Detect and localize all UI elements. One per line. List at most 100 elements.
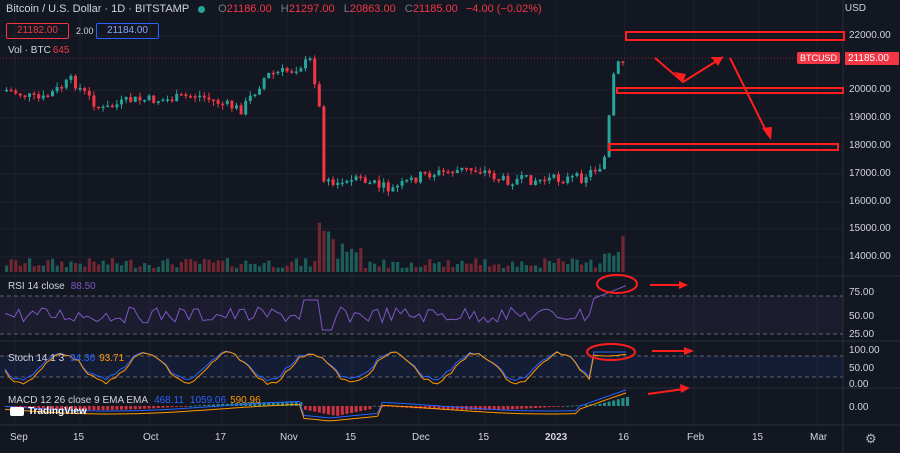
candle-body xyxy=(359,176,363,178)
volume-bar xyxy=(368,261,372,272)
candle-body xyxy=(101,106,105,109)
candle-body xyxy=(83,87,87,91)
macd-histogram-bar xyxy=(202,405,206,406)
macd-histogram-bar xyxy=(28,406,31,408)
candle-body xyxy=(607,115,611,157)
volume-bar xyxy=(18,265,22,272)
macd-histogram-bar xyxy=(354,406,358,413)
candle-body xyxy=(276,71,280,74)
time-tick: Oct xyxy=(143,432,159,443)
volume-bar xyxy=(400,267,404,272)
macd-histogram-bar xyxy=(161,406,165,408)
candle-body xyxy=(285,68,289,72)
volume-bar xyxy=(193,261,197,272)
rsi-value: 88.50 xyxy=(70,281,96,292)
candle-body xyxy=(593,169,597,172)
chart-header: Bitcoin / U.S. Dollar · 1D · BITSTAMP O2… xyxy=(6,3,542,15)
volume-bar xyxy=(202,258,206,272)
volume-bar xyxy=(322,230,326,272)
volume-bar xyxy=(524,265,528,272)
macd-hist-value: 590.96 xyxy=(230,395,261,406)
macd-histogram-bar xyxy=(124,406,128,410)
volume-legend[interactable]: Vol · BTC 645 xyxy=(8,45,70,56)
volume-bar xyxy=(9,259,13,272)
macd-histogram-bar xyxy=(552,406,556,407)
macd-histogram-bar xyxy=(267,402,271,406)
volume-bar xyxy=(156,266,160,272)
stoch-highlight-circle xyxy=(586,343,636,361)
time-tick: 17 xyxy=(215,432,227,443)
macd-histogram-bar xyxy=(115,406,119,410)
macd-histogram-bar xyxy=(336,406,340,416)
candle-body xyxy=(281,68,284,72)
candle-body xyxy=(230,100,234,109)
macd-histogram-bar xyxy=(294,402,298,406)
symbol-title[interactable]: Bitcoin / U.S. Dollar · 1D · BITSTAMP xyxy=(6,3,189,15)
macd-histogram-bar xyxy=(391,406,395,407)
volume-bar xyxy=(557,258,561,272)
gear-icon[interactable]: ⚙ xyxy=(865,431,877,446)
macd-histogram-bar xyxy=(511,406,514,410)
spread-value: 2.00 xyxy=(76,26,94,36)
macd-histogram-bar xyxy=(133,406,137,410)
volume-bar xyxy=(101,260,105,272)
macd-histogram-bar xyxy=(340,406,344,415)
macd-histogram-bar xyxy=(561,406,565,407)
candle-body xyxy=(41,95,45,99)
volume-bar xyxy=(64,267,68,272)
stoch-legend[interactable]: Stoch 14 1 3 94.36 93.71 xyxy=(8,353,125,364)
volume-bar xyxy=(221,260,225,272)
volume-bar xyxy=(566,264,570,272)
candle-body xyxy=(92,95,96,107)
volume-bar xyxy=(248,264,252,272)
volume-bar xyxy=(515,266,519,272)
sell-button[interactable]: 21182.00 xyxy=(6,23,69,39)
candle-body xyxy=(589,169,593,178)
candle-body xyxy=(23,95,27,98)
last-price-tag: 21185.00 xyxy=(845,52,899,65)
candle-body xyxy=(244,100,248,115)
candle-body xyxy=(166,99,169,101)
candle-body xyxy=(212,99,215,102)
macd-histogram-bar xyxy=(497,406,501,410)
candle-body xyxy=(538,179,542,182)
candle-body xyxy=(455,170,459,174)
volume-bar xyxy=(225,258,229,272)
candle-body xyxy=(138,96,142,101)
buy-button[interactable]: 21184.00 xyxy=(96,23,159,39)
time-tick: 15 xyxy=(345,432,357,443)
price-tick: 19000.00 xyxy=(849,112,891,123)
volume-bar xyxy=(69,261,73,272)
volume-bar xyxy=(607,253,611,272)
volume-bar xyxy=(106,264,110,272)
candle-body xyxy=(147,95,151,100)
candle-body xyxy=(373,180,376,183)
candle-body xyxy=(511,184,514,186)
tradingview-logo[interactable]: TradingView xyxy=(10,406,87,417)
macd-histogram-bar xyxy=(152,406,156,409)
macd-histogram-bar xyxy=(198,405,202,407)
macd-histogram-bar xyxy=(488,406,491,410)
volume-bar xyxy=(340,243,344,272)
candle-body xyxy=(202,95,206,98)
candle-body xyxy=(221,103,225,106)
macd-histogram-bar xyxy=(129,406,133,410)
candle-body xyxy=(414,177,418,183)
volume-bar xyxy=(409,262,413,272)
candle-body xyxy=(465,167,468,170)
currency-label[interactable]: USD xyxy=(844,3,866,14)
volume-bar xyxy=(92,261,96,272)
macd-histogram-bar xyxy=(529,406,533,409)
volume-bar xyxy=(51,258,55,272)
volume-bar xyxy=(396,262,400,272)
volume-bar xyxy=(460,260,464,272)
volume-bar xyxy=(552,262,556,272)
rsi-legend[interactable]: RSI 14 close 88.50 xyxy=(8,281,96,292)
macd-legend[interactable]: MACD 12 26 close 9 EMA EMA 468.11 1059.06 5… xyxy=(8,395,261,406)
volume-bar xyxy=(603,253,607,272)
volume-bar xyxy=(570,258,574,272)
candle-body xyxy=(294,71,298,73)
candle-body xyxy=(5,89,8,92)
volume-bar xyxy=(598,263,602,272)
